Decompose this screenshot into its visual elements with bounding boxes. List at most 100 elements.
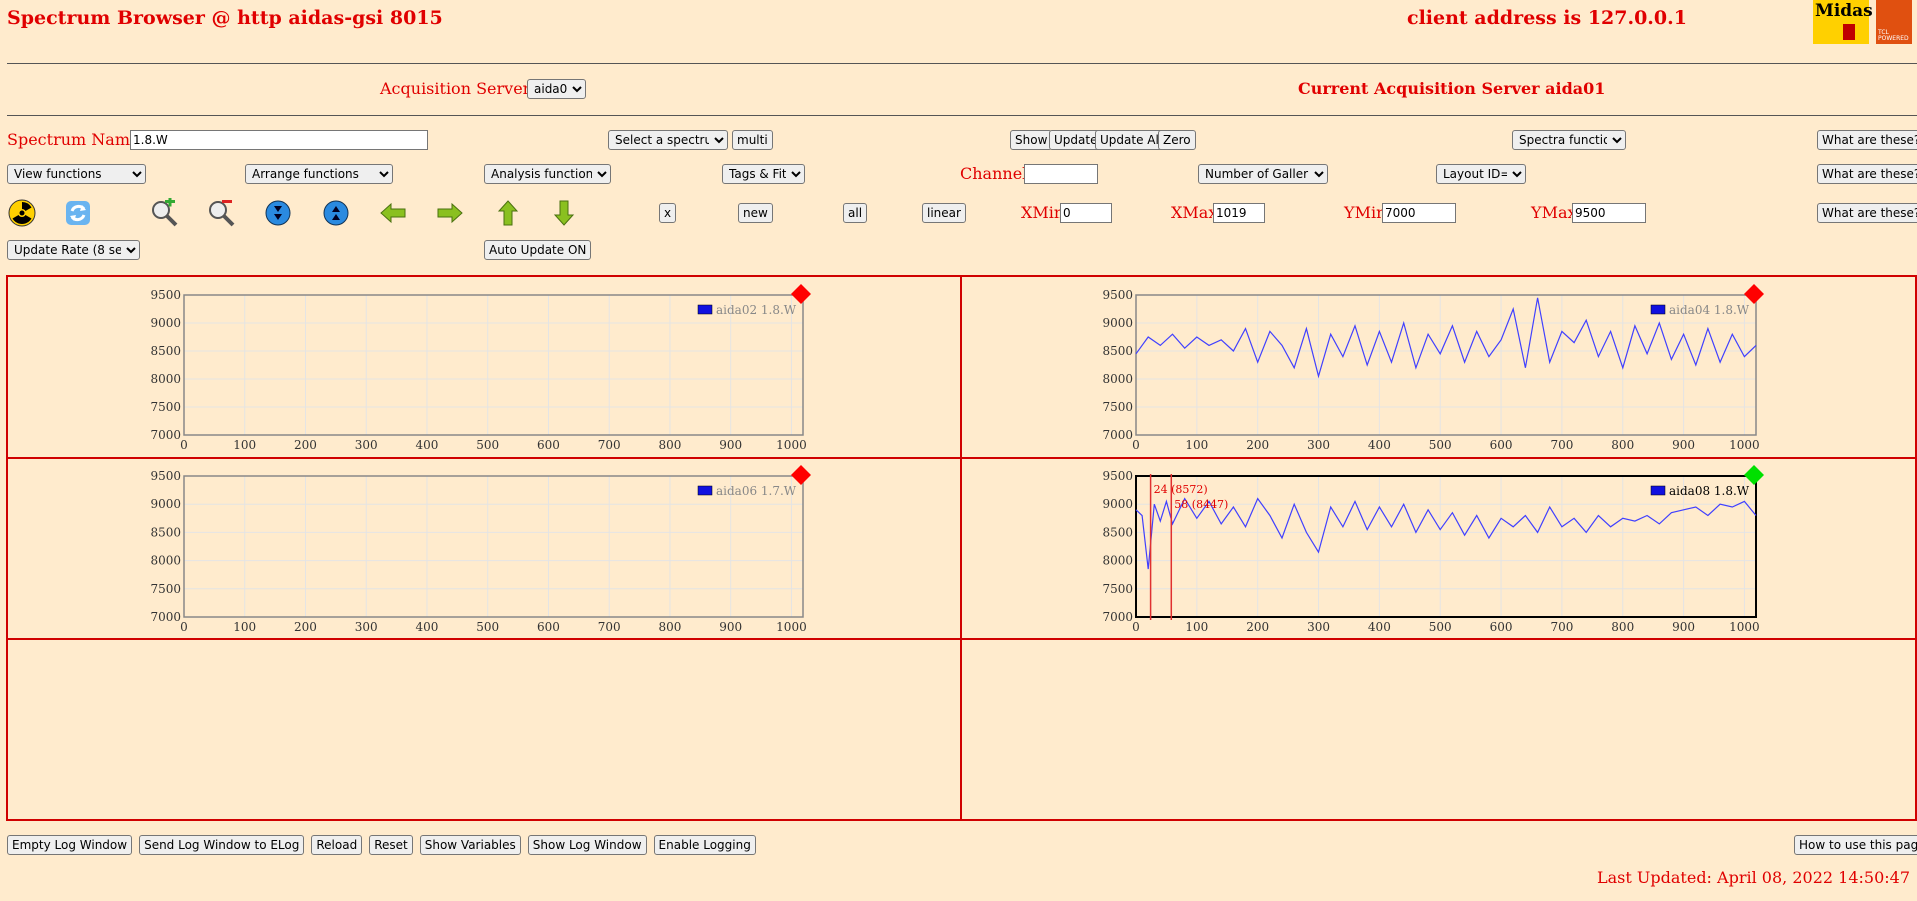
gallery-cell-2 [962, 277, 1915, 459]
legend-label: aida08 1.8.W [1669, 484, 1750, 498]
y-tick-label: 9000 [150, 316, 181, 330]
update-button[interactable]: Update [1049, 130, 1103, 150]
zero-button[interactable]: Zero [1158, 130, 1196, 150]
channel-input[interactable] [1024, 164, 1098, 184]
y-tick-label: 7000 [1102, 428, 1133, 442]
view-functions-select[interactable]: View functions [7, 164, 146, 184]
x-tick-label: 400 [416, 620, 439, 634]
number-of-galleries-select[interactable]: Number of Galleries [1198, 164, 1328, 184]
marker-label: 24 (8572) [1154, 483, 1208, 496]
y-tick-label: 9500 [150, 469, 181, 483]
x-tick-label: 200 [1246, 438, 1269, 452]
what-are-these-button-3[interactable]: What are these? [1817, 203, 1917, 223]
page-title: Spectrum Browser @ http aidas-gsi 8015 [7, 7, 443, 29]
arrange-functions-select[interactable]: Arrange functions [245, 164, 393, 184]
gallery-cell-1 [8, 277, 962, 459]
x-tick-label: 300 [1307, 620, 1330, 634]
gallery-cell-4 [962, 459, 1915, 640]
arrow-left-icon[interactable] [378, 198, 408, 228]
legend-swatch [697, 304, 713, 315]
x-tick-label: 500 [476, 620, 499, 634]
update-rate-select[interactable]: Update Rate (8 secs) [7, 240, 140, 260]
y-tick-label: 7500 [1102, 582, 1133, 596]
y-tick-label: 7500 [1102, 400, 1133, 414]
y-tick-label: 8000 [1102, 372, 1133, 386]
radiation-icon[interactable] [7, 198, 37, 228]
expand-y-icon[interactable] [321, 198, 351, 228]
x-tick-label: 700 [598, 620, 621, 634]
linear-button[interactable]: linear [922, 203, 966, 223]
status-diamond-icon [791, 465, 811, 485]
xmax-input[interactable] [1213, 203, 1265, 223]
compress-y-icon[interactable] [263, 198, 293, 228]
plot-frame [1135, 294, 1757, 436]
spectra-functions-select[interactable]: Spectra functions [1512, 130, 1626, 150]
series-line [1135, 297, 1757, 379]
what-are-these-button-2[interactable]: What are these? [1817, 164, 1917, 184]
y-tick-label: 7500 [150, 400, 181, 414]
zoom-out-icon[interactable] [206, 198, 236, 228]
arrow-right-icon[interactable] [435, 198, 465, 228]
analysis-functions-select[interactable]: Analysis functions [484, 164, 611, 184]
x-tick-label: 400 [416, 438, 439, 452]
xmin-input[interactable] [1060, 203, 1112, 223]
arrow-down-icon[interactable] [549, 198, 579, 228]
x-tick-label: 900 [1672, 620, 1695, 634]
x-tick-label: 900 [719, 438, 742, 452]
what-are-these-button-1[interactable]: What are these? [1817, 130, 1917, 150]
show-button[interactable]: Show [1010, 130, 1053, 150]
ymin-input[interactable] [1382, 203, 1456, 223]
reload-button[interactable]: Reload [311, 835, 363, 855]
y-tick-label: 7500 [150, 582, 181, 596]
layout-id-select[interactable]: Layout ID=8 [1436, 164, 1526, 184]
x-tick-label: 800 [659, 620, 682, 634]
x-tick-label: 100 [233, 438, 256, 452]
tags-fits-select[interactable]: Tags & Fits [722, 164, 805, 184]
enable-logging-button[interactable]: Enable Logging [653, 835, 756, 855]
y-tick-label: 8500 [150, 344, 181, 358]
all-button[interactable]: all [843, 203, 868, 223]
x-tick-label: 300 [355, 438, 378, 452]
auto-update-button[interactable]: Auto Update ON [484, 240, 592, 260]
new-button[interactable]: new [738, 203, 773, 223]
zoom-in-icon[interactable] [149, 198, 179, 228]
x-tick-label: 500 [476, 438, 499, 452]
acquisition-server-select[interactable]: aida01 [527, 79, 586, 99]
refresh-icon[interactable] [63, 198, 93, 228]
spectrum-name-input[interactable] [130, 130, 428, 150]
y-tick-label: 8500 [1102, 344, 1133, 358]
x-tick-label: 700 [598, 438, 621, 452]
select-spectrum-select[interactable]: Select a spectrum [608, 130, 728, 150]
how-to-use-button[interactable]: How to use this page [1794, 835, 1917, 855]
send-log-to-elog-button[interactable]: Send Log Window to ELog [139, 835, 305, 855]
x-tick-label: 900 [1672, 438, 1695, 452]
x-button[interactable]: x [659, 203, 677, 223]
multi-button[interactable]: multi [732, 130, 773, 150]
y-tick-label: 9500 [1102, 288, 1133, 302]
x-tick-label: 300 [1307, 438, 1330, 452]
servers-divider [7, 115, 1917, 116]
x-tick-label: 900 [719, 620, 742, 634]
x-tick-label: 100 [233, 620, 256, 634]
spectrum-plot-1: 0 100 200 300 400 500 600 700 800 900 1000 7000 7500… [150, 284, 811, 452]
xmax-label: XMax [1171, 203, 1218, 222]
y-tick-label: 7000 [150, 610, 181, 624]
status-diamond-icon [791, 284, 811, 304]
client-address: client address is 127.0.0.1 [1407, 7, 1687, 29]
footer-button-bar: Empty Log Window Send Log Window to ELog… [7, 835, 756, 855]
reset-button[interactable]: Reset [369, 835, 413, 855]
x-tick-label: 600 [1490, 438, 1513, 452]
y-tick-label: 8500 [1102, 525, 1133, 539]
update-all-button[interactable]: Update All [1095, 130, 1168, 150]
arrow-up-icon[interactable] [493, 198, 523, 228]
x-tick-label: 200 [294, 620, 317, 634]
spectrum-plot-3: 0 100 200 300 400 500 600 700 800 900 1000 7000 7500… [150, 465, 811, 634]
ymax-input[interactable] [1572, 203, 1646, 223]
show-variables-button[interactable]: Show Variables [419, 835, 521, 855]
show-log-window-button[interactable]: Show Log Window [527, 835, 647, 855]
x-tick-label: 1000 [776, 620, 807, 634]
empty-log-window-button[interactable]: Empty Log Window [7, 835, 133, 855]
x-tick-label: 100 [1185, 620, 1208, 634]
x-tick-label: 0 [1132, 438, 1140, 452]
